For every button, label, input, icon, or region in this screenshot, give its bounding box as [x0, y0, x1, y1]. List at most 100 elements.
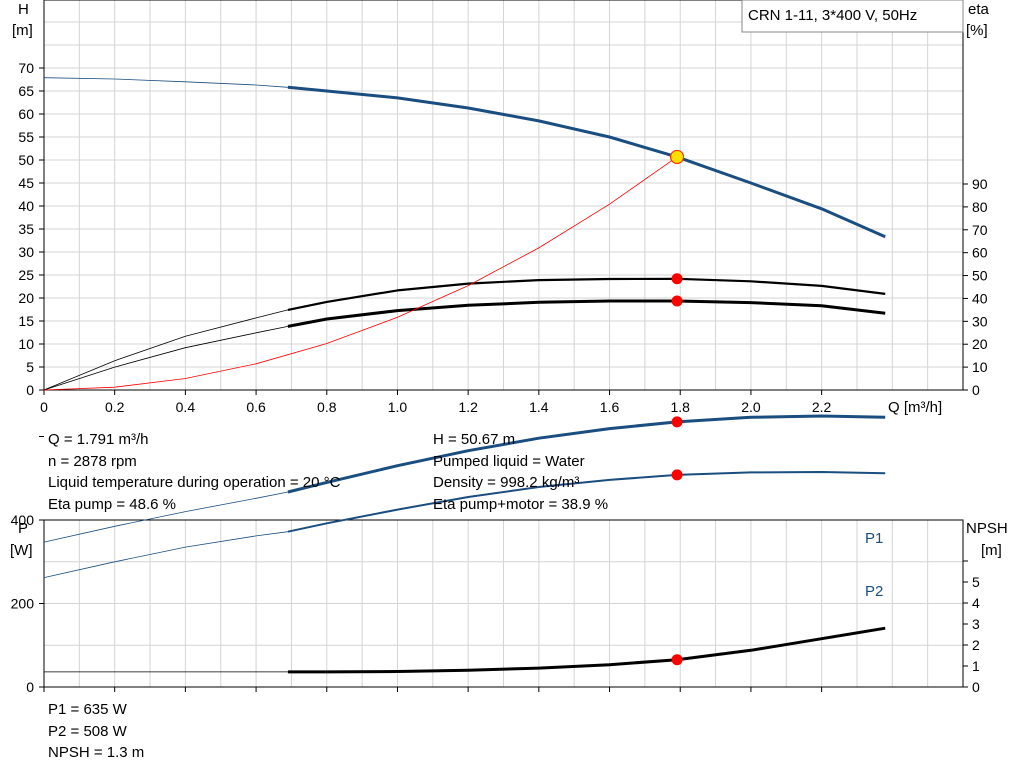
h-tick-label: 40 — [18, 198, 34, 214]
x-tick-label: 1.6 — [600, 399, 620, 415]
h-tick-label: 60 — [18, 106, 34, 122]
bottom-operating-points — [671, 416, 683, 666]
npsh-tick-label: 2 — [972, 637, 980, 653]
eta-tick-label: 0 — [972, 382, 980, 398]
eta-tick-label: 40 — [972, 290, 988, 306]
x-tick-label: 0.6 — [246, 399, 266, 415]
info-p1: P1 = 635 W — [48, 701, 127, 718]
npsh-tick-label: 5 — [972, 574, 980, 590]
h-tick-label: 50 — [18, 152, 34, 168]
info-head: H = 50.67 m — [433, 431, 516, 448]
h-tick-label: 70 — [18, 60, 34, 76]
info-npsh: NPSH = 1.3 m — [48, 744, 145, 761]
info-top-left: Q = 1.791 m³/h n = 2878 rpm Liquid tempe… — [48, 429, 340, 515]
p-tick-label: 400 — [11, 512, 35, 528]
title-box-frame — [741, 0, 964, 33]
H-curve-extension — [43, 77, 288, 88]
h-tick-label: 5 — [26, 359, 34, 375]
x-tick-label: 2.0 — [741, 399, 761, 415]
eta-tick-label: 90 — [972, 176, 988, 192]
eta_pump-curve-extension — [43, 309, 288, 391]
top-eta-tick-labels: 0 10 20 30 40 50 60 70 80 90 — [963, 176, 988, 398]
eta-point-marker — [671, 273, 683, 285]
bottom-npsh-tick-labels: 0 1 2 3 4 5 — [963, 560, 980, 695]
p1-curve-label: P1 — [865, 530, 883, 547]
x-tick-label: 0.2 — [105, 399, 125, 415]
top-operating-points — [669, 149, 685, 307]
info-eta-pump-motor: Eta pump+motor = 38.9 % — [433, 495, 609, 513]
eta-tick-label: 10 — [972, 359, 988, 375]
x-tick-label: 1.4 — [529, 399, 549, 415]
p2-curve-label: P2 — [865, 583, 883, 600]
eta-tick-label: 20 — [972, 336, 988, 352]
q-axis-label: Q [m³/h] — [888, 399, 942, 416]
npsh-axis-label-symbol: NPSH — [966, 520, 1008, 537]
npsh-tick-label: 0 — [972, 679, 980, 695]
info-pumped-liquid: Pumped liquid = Water — [433, 452, 585, 470]
h-tick-label: 30 — [18, 244, 34, 260]
info-flow: Q = 1.791 m³/h — [48, 431, 149, 448]
eta_pump-curve — [287, 277, 886, 311]
eta-point-marker — [671, 295, 683, 307]
P1-curve — [287, 414, 886, 494]
p-axis-label-symbol: P — [18, 520, 28, 537]
npsh-axis-label-unit: [m] — [981, 542, 1002, 559]
bottom-grid — [43, 519, 963, 692]
info-eta-pump: Eta pump = 48.6 % — [48, 495, 176, 513]
eta-axis-label-symbol: eta — [968, 1, 990, 18]
eta_total-curve-extension — [43, 326, 288, 391]
power-point-marker — [671, 654, 683, 666]
npsh-tick-label: 3 — [972, 616, 980, 632]
power-point-marker — [671, 469, 683, 481]
eta-tick-label: 50 — [972, 268, 988, 284]
info-density: Density = 998.2 kg/m³ — [433, 474, 580, 491]
eta-tick-label: 70 — [972, 222, 988, 238]
h-tick-label: 10 — [18, 336, 34, 352]
eta-tick-label: 60 — [972, 245, 988, 261]
eta_total-curve — [287, 299, 886, 328]
info-bottom: P1 = 635 W P2 = 508 W NPSH = 1.3 m — [48, 699, 144, 764]
h-tick-label: 15 — [18, 313, 34, 329]
h-tick-label: 35 — [18, 221, 34, 237]
eta-tick-label: 80 — [972, 199, 988, 215]
info-top-right: H = 50.67 m Pumped liquid = Water Densit… — [433, 429, 608, 515]
h-tick-label: 45 — [18, 175, 34, 191]
system-curve — [43, 156, 678, 391]
top-plot-frame — [43, 0, 964, 391]
x-tick-label: 2.2 — [812, 399, 832, 415]
NPSH-curve — [287, 626, 886, 674]
h-tick-label: 65 — [18, 83, 34, 99]
npsh-tick-label: 1 — [972, 658, 980, 674]
h-axis-label-symbol: H — [18, 1, 29, 18]
x-tick-label: 0 — [40, 399, 48, 415]
x-tick-label: 0.8 — [317, 399, 337, 415]
H-curve — [287, 85, 886, 239]
h-axis-label-unit: [m] — [12, 22, 33, 39]
eta-tick-label: 30 — [972, 313, 988, 329]
p-tick-label: 200 — [11, 596, 35, 612]
h-tick-label: 0 — [26, 382, 34, 398]
top-y-tick-labels: 0 5 10 15 20 25 30 35 40 45 50 55 60 65 70 — [18, 60, 44, 398]
eta-axis-label-unit: [%] — [966, 22, 988, 39]
h-tick-label: 20 — [18, 290, 34, 306]
bottom-series — [43, 414, 886, 674]
info-liquid-temperature: Liquid temperature during operation = 20… — [48, 474, 341, 491]
top-series — [43, 77, 886, 391]
top-x-tick-labels: 0 0.2 0.4 0.6 0.8 1.0 1.2 1.4 1.6 1.8 2.0 2.2 — [40, 390, 832, 415]
chart-title: CRN 1-11, 3*400 V, 50Hz — [748, 7, 917, 24]
P2-curve — [287, 471, 886, 533]
p-tick-label: 0 — [26, 679, 34, 695]
p-axis-label-unit: [W] — [10, 542, 33, 559]
x-tick-label: 0.4 — [176, 399, 196, 415]
top-grid — [44, 0, 963, 390]
power-point-marker — [671, 416, 683, 428]
x-tick-label: 1.0 — [388, 399, 408, 415]
x-tick-label: 1.2 — [458, 399, 478, 415]
info-speed: n = 2878 rpm — [48, 452, 137, 470]
bottom-p-tick-labels: 0 200 400 — [11, 436, 44, 695]
npsh-tick-label: 4 — [972, 595, 980, 611]
P1-curve-extension — [43, 491, 288, 543]
h-tick-label: 25 — [18, 267, 34, 283]
h-tick-label: 55 — [18, 129, 34, 145]
